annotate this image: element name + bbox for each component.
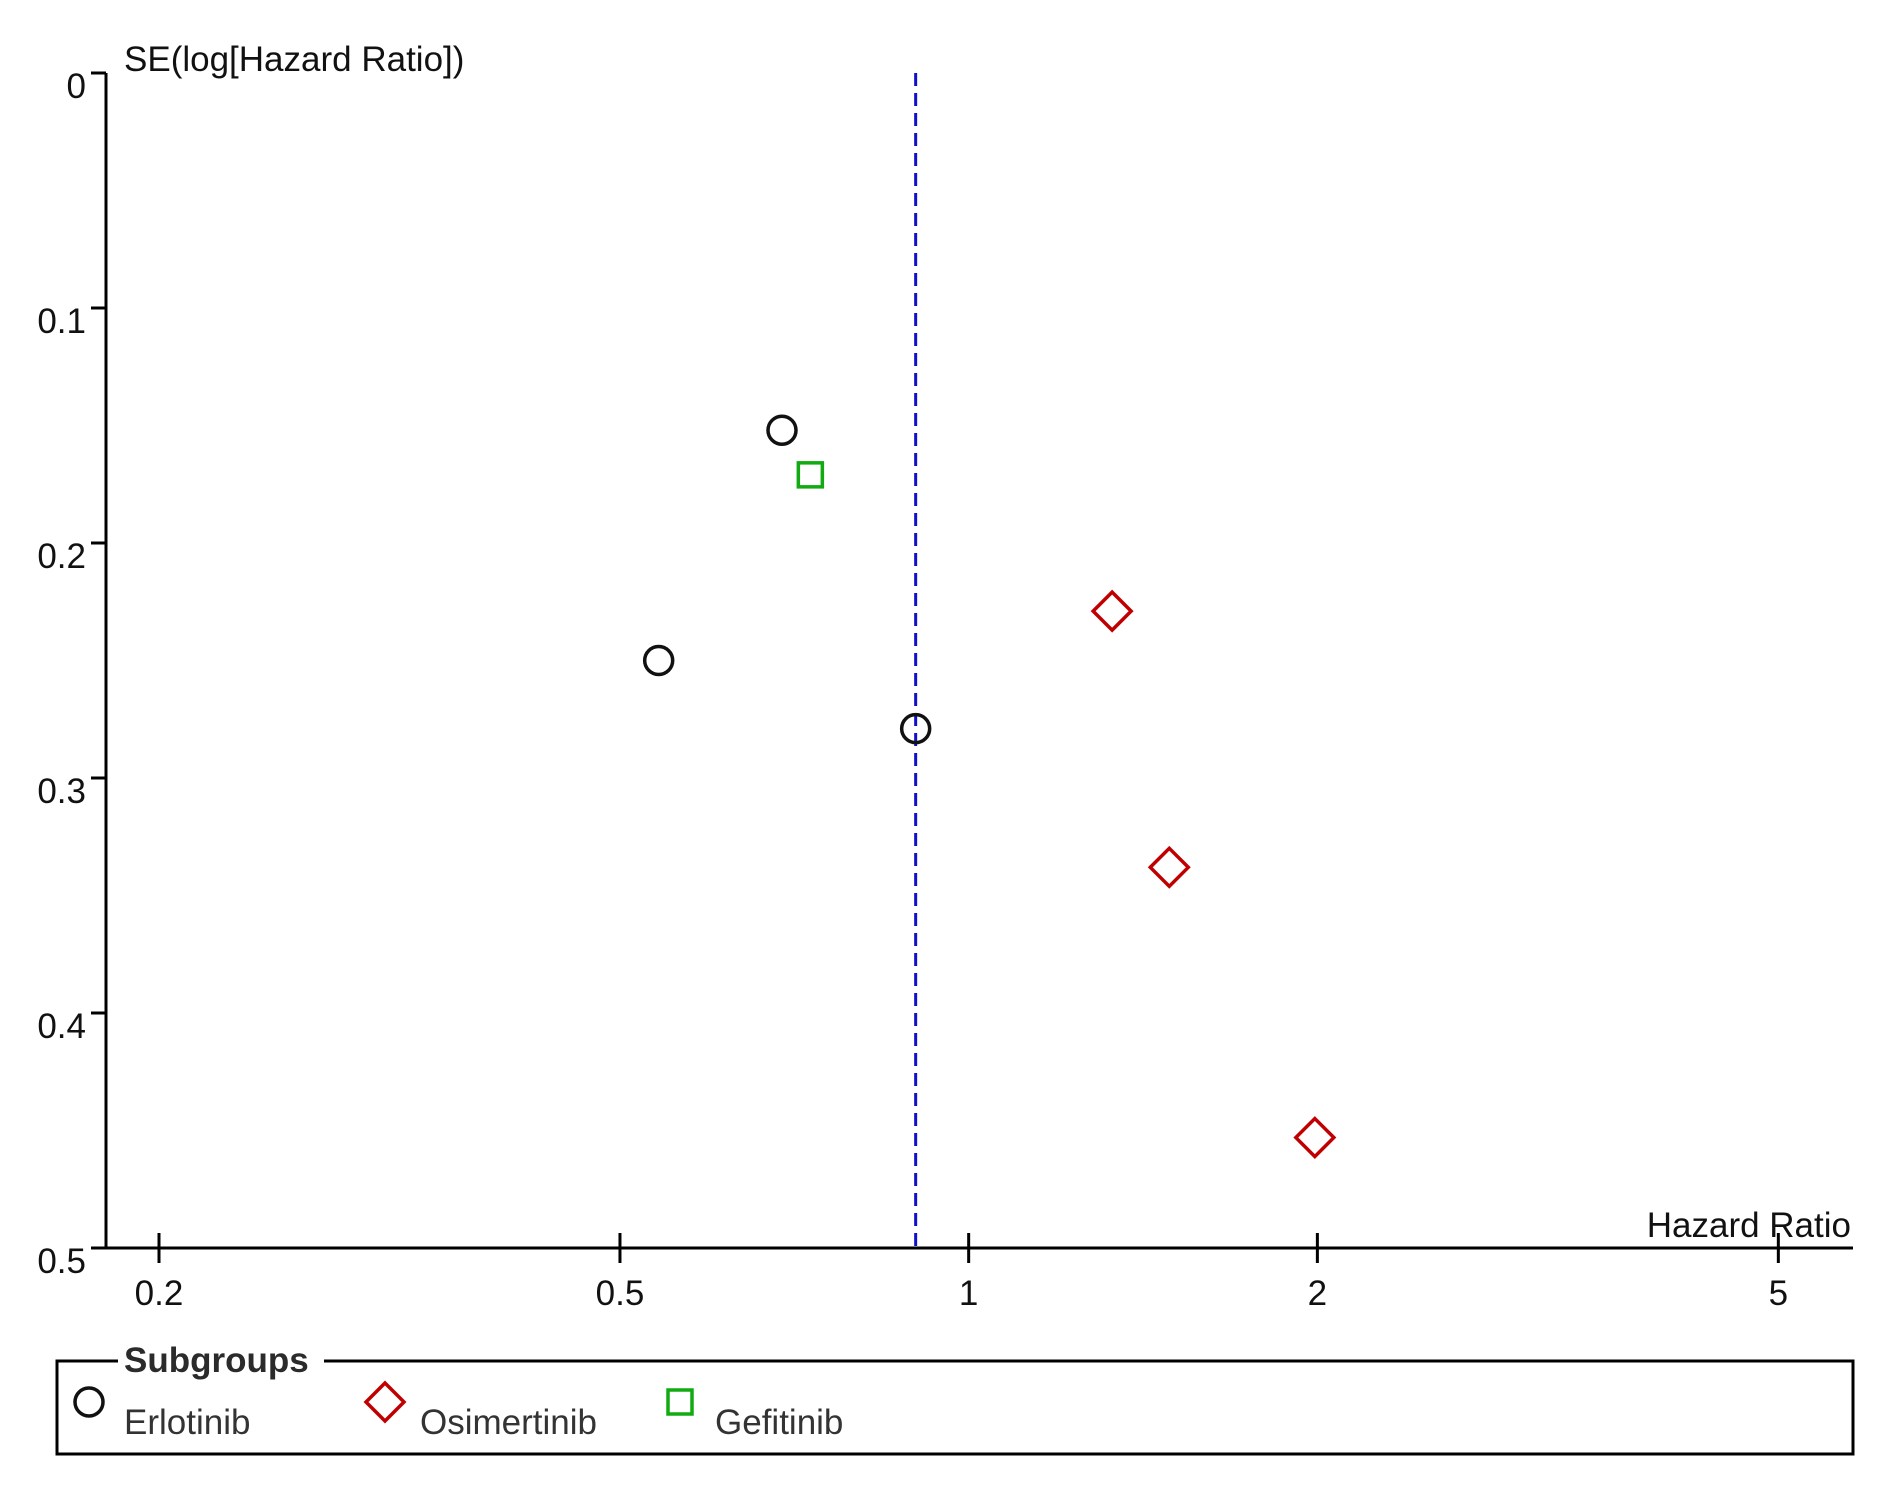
x-tick-label: 0.5	[596, 1274, 645, 1313]
erlotinib-point	[766, 414, 798, 446]
gefitinib-legend-label: Gefitinib	[715, 1403, 843, 1442]
osimertinib-legend-label: Osimertinib	[420, 1403, 597, 1442]
legend-title-backdrop	[118, 1340, 324, 1380]
y-tick-label: 0.2	[37, 537, 86, 576]
erlotinib-point	[642, 644, 675, 677]
x-tick-label: 1	[959, 1274, 978, 1313]
osimertinib-legend-marker	[363, 1380, 407, 1424]
osimertinib-point	[1293, 1116, 1337, 1160]
gefitinib-point	[796, 461, 825, 489]
x-tick-label: 0.2	[135, 1274, 184, 1313]
erlotinib-legend-label: Erlotinib	[124, 1403, 250, 1442]
x-axis-title: Hazard Ratio	[1647, 1206, 1851, 1245]
y-tick-label: 0.5	[37, 1242, 86, 1281]
erlotinib-point	[899, 712, 932, 745]
osimertinib-point	[1090, 589, 1134, 633]
y-axis-title: SE(log[Hazard Ratio])	[124, 40, 464, 79]
erlotinib-legend-marker	[73, 1386, 105, 1418]
legend: Subgroups Erlotinib Osimertinib Gefitinib	[55, 1340, 1855, 1456]
osimertinib-point	[1147, 845, 1191, 889]
y-tick-label: 0	[67, 67, 86, 106]
y-tick-label: 0.4	[37, 1007, 86, 1046]
legend-box	[55, 1359, 1855, 1456]
gefitinib-legend-marker	[666, 1388, 694, 1416]
x-tick-label: 2	[1308, 1274, 1327, 1313]
y-tick-label: 0.1	[37, 302, 86, 341]
data-points	[642, 414, 1337, 1160]
legend-title: Subgroups	[124, 1341, 309, 1380]
axes	[104, 73, 1853, 1250]
legend-items: Erlotinib Osimertinib Gefitinib	[73, 1380, 843, 1442]
x-tick-label: 5	[1769, 1274, 1788, 1313]
y-tick-label: 0.3	[37, 772, 86, 811]
ticks: 0 0.1 0.2 0.3 0.4 0.5 0.2 0.5 1 2 5	[37, 67, 1788, 1313]
